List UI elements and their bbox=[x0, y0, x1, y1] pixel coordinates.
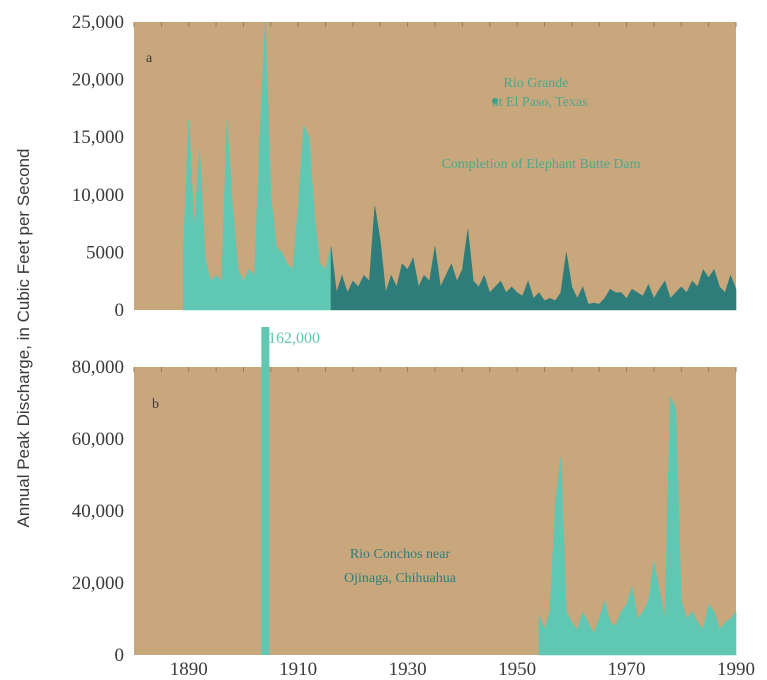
station-b-line1: Rio Conchos near bbox=[350, 547, 451, 562]
y-tick-label-a: 25,000 bbox=[72, 12, 124, 33]
x-tick-label: 1930 bbox=[389, 659, 427, 680]
y-tick-label-a: 0 bbox=[115, 300, 125, 321]
series-modern-area bbox=[538, 395, 737, 656]
plot-a-y-ticks: 25,000 20,000 15,000 10,000 5000 0 bbox=[72, 12, 124, 321]
plot-a-data bbox=[133, 21, 737, 311]
y-tick-label-b: 80,000 bbox=[72, 357, 124, 378]
y-tick-label-a: 10,000 bbox=[72, 185, 124, 206]
y-axis-title: Annual Peak Discharge, in Cubic Feet per… bbox=[14, 149, 33, 528]
y-tick-label-b: 0 bbox=[115, 645, 125, 666]
peak-label-162000: 162,000 bbox=[268, 330, 320, 347]
x-tick-label: 1970 bbox=[608, 659, 646, 680]
x-tick-label: 1890 bbox=[170, 659, 208, 680]
series-after-area bbox=[330, 206, 737, 311]
panel-b-label: b bbox=[152, 397, 159, 412]
station-a-line2: at El Paso, Texas bbox=[492, 95, 587, 110]
location-dot-a bbox=[492, 98, 498, 104]
y-tick-label-a: 5000 bbox=[86, 242, 124, 263]
dam-completion-note: Completion of Elephant Butte Dam bbox=[441, 157, 640, 172]
y-tick-label-b: 60,000 bbox=[72, 429, 124, 450]
x-tick-label: 1910 bbox=[279, 659, 317, 680]
panel-a-label: a bbox=[146, 51, 153, 66]
y-tick-label-a: 20,000 bbox=[72, 70, 124, 91]
x-axis-ticks: 1890 1910 1930 1950 1970 1990 bbox=[170, 659, 755, 680]
y-tick-label-a: 15,000 bbox=[72, 127, 124, 148]
station-b-line2: Ojinaga, Chihuahua bbox=[344, 571, 457, 586]
series-spike-bar bbox=[261, 327, 270, 655]
x-tick-label: 1990 bbox=[717, 659, 755, 680]
y-tick-label-b: 40,000 bbox=[72, 501, 124, 522]
plot-b-y-ticks: 80,000 60,000 40,000 20,000 0 bbox=[72, 357, 124, 666]
y-tick-label-b: 20,000 bbox=[72, 573, 124, 594]
plot-b-data bbox=[133, 327, 737, 656]
station-a-line1: Rio Grande bbox=[504, 76, 569, 91]
x-tick-label: 1950 bbox=[498, 659, 536, 680]
